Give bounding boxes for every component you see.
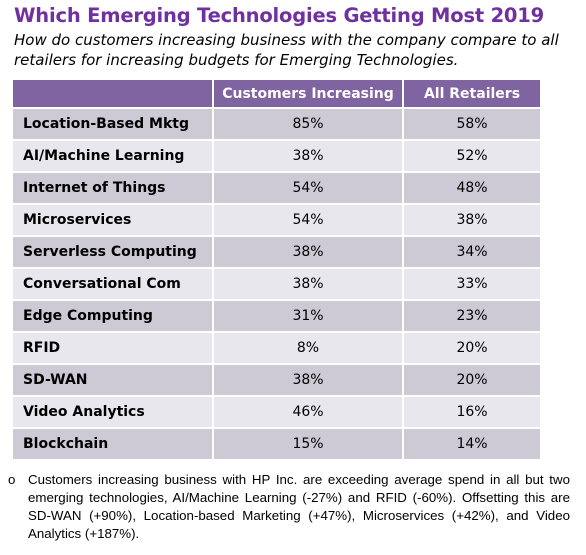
all-retailers-value: 52% bbox=[403, 139, 540, 172]
customers-increasing-value: 46% bbox=[213, 395, 404, 428]
all-retailers-value: 38% bbox=[403, 203, 540, 236]
table-row: Serverless Computing 38% 34% bbox=[13, 235, 540, 268]
all-retailers-value: 33% bbox=[403, 267, 540, 300]
table-row: Location-Based Mktg 85% 58% bbox=[13, 107, 540, 140]
table-row: SD-WAN 38% 20% bbox=[13, 363, 540, 396]
bullet-icon: o bbox=[8, 472, 16, 487]
customers-increasing-value: 85% bbox=[213, 107, 404, 140]
row-label: SD-WAN bbox=[13, 363, 214, 396]
all-retailers-value: 58% bbox=[403, 107, 540, 140]
customers-increasing-value: 38% bbox=[213, 235, 404, 268]
row-label: Video Analytics bbox=[13, 395, 214, 428]
row-label: Edge Computing bbox=[13, 299, 214, 332]
row-label: RFID bbox=[13, 331, 214, 364]
page-title: Which Emerging Technologies Getting Most… bbox=[14, 4, 545, 27]
customers-increasing-value: 38% bbox=[213, 363, 404, 396]
table-row: Video Analytics 46% 16% bbox=[13, 395, 540, 428]
table-row: Internet of Things 54% 48% bbox=[13, 171, 540, 204]
all-retailers-value: 20% bbox=[403, 363, 540, 396]
all-retailers-value: 16% bbox=[403, 395, 540, 428]
all-retailers-value: 23% bbox=[403, 299, 540, 332]
all-retailers-value: 20% bbox=[403, 331, 540, 364]
customers-increasing-value: 38% bbox=[213, 139, 404, 172]
table-row: Edge Computing 31% 23% bbox=[13, 299, 540, 332]
table-row: RFID 8% 20% bbox=[13, 331, 540, 364]
header-row: Customers Increasing All Retailers bbox=[13, 80, 540, 108]
customers-increasing-value: 15% bbox=[213, 427, 404, 459]
customers-increasing-value: 54% bbox=[213, 171, 404, 204]
customers-increasing-value: 38% bbox=[213, 267, 404, 300]
customers-increasing-value: 54% bbox=[213, 203, 404, 236]
table-header: Customers Increasing All Retailers bbox=[13, 80, 540, 108]
customers-increasing-value: 31% bbox=[213, 299, 404, 332]
customers-increasing-value: 8% bbox=[213, 331, 404, 364]
all-retailers-value: 34% bbox=[403, 235, 540, 268]
table-row: AI/Machine Learning 38% 52% bbox=[13, 139, 540, 172]
header-cell-label bbox=[13, 80, 214, 108]
row-label: Location-Based Mktg bbox=[13, 107, 214, 140]
row-label: Blockchain bbox=[13, 427, 214, 459]
table-row: Blockchain 15% 14% bbox=[13, 427, 540, 459]
row-label: Conversational Com bbox=[13, 267, 214, 300]
page-subtitle: How do customers increasing business wit… bbox=[14, 31, 559, 69]
summary-note-text: Customers increasing business with HP In… bbox=[28, 472, 570, 541]
header-cell-all-retailers: All Retailers bbox=[403, 80, 540, 108]
technology-table: Customers Increasing All Retailers Locat… bbox=[13, 80, 540, 459]
row-label: Serverless Computing bbox=[13, 235, 214, 268]
table-row: Conversational Com 38% 33% bbox=[13, 267, 540, 300]
row-label: Internet of Things bbox=[13, 171, 214, 204]
table-body: Location-Based Mktg 85% 58% AI/Machine Lear… bbox=[13, 107, 540, 459]
all-retailers-value: 14% bbox=[403, 427, 540, 459]
header-cell-customers-increasing: Customers Increasing bbox=[213, 80, 404, 108]
row-label: AI/Machine Learning bbox=[13, 139, 214, 172]
all-retailers-value: 48% bbox=[403, 171, 540, 204]
table-row: Microservices 54% 38% bbox=[13, 203, 540, 236]
row-label: Microservices bbox=[13, 203, 214, 236]
